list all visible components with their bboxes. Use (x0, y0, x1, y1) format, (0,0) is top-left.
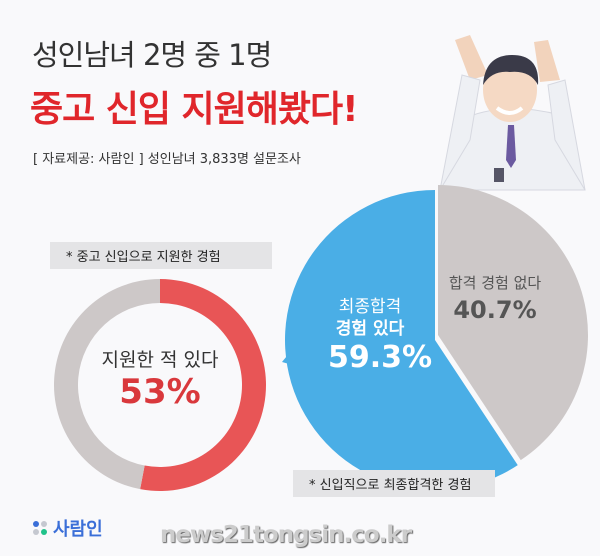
pie-slice-0 (438, 185, 588, 461)
watermark: news21tongsin.co.kr (160, 522, 412, 548)
donut-label: 지원한 적 있다 (101, 349, 219, 371)
pie-blue-label2: 경험 있다 (335, 319, 405, 339)
donut-value: 53% (119, 372, 201, 412)
pie-gray-label: 합격 경험 없다 (448, 274, 542, 292)
donut-slice-0 (140, 279, 267, 492)
pie-slice-1 (285, 190, 518, 490)
pie-blue-value: 59.3% (327, 340, 433, 375)
donut-title: * 중고 신입으로 지원한 경험 (50, 242, 272, 269)
logo-text: 사람인 (53, 519, 103, 540)
source-note: [ 자료제공: 사람인 ] 성인남녀 3,833명 설문조사 (33, 152, 301, 167)
person-illustration (439, 35, 586, 191)
pie-gray-value: 40.7% (453, 296, 537, 324)
logo-dots-icon (33, 521, 47, 535)
speech-tail (282, 340, 318, 372)
title-line2: 중고 신입 지원해봤다! (30, 89, 359, 130)
title-line1: 성인남녀 2명 중 1명 (32, 38, 272, 72)
saramin-logo: 사람인 (32, 515, 103, 541)
donut-slice-1 (54, 279, 160, 490)
pie-title: * 신입직으로 최종합격한 경험 (293, 470, 495, 497)
pie-blue-label1: 최종합격 (338, 297, 402, 317)
